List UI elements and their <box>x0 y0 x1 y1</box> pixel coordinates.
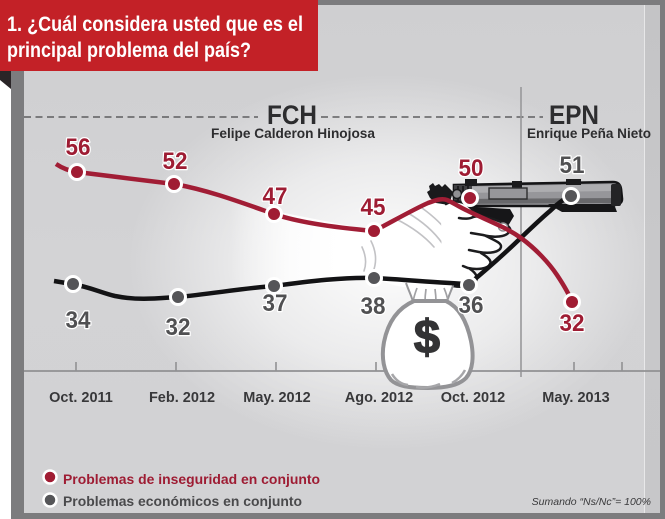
svg-text:Oct. 2011: Oct. 2011 <box>49 390 113 406</box>
svg-text:principal problema del país?: principal problema del país? <box>7 38 251 62</box>
svg-text:51: 51 <box>560 152 585 179</box>
svg-text:1. ¿Cuál considera usted que e: 1. ¿Cuál considera usted que es el <box>7 12 303 36</box>
svg-text:Oct. 2012: Oct. 2012 <box>441 390 506 406</box>
svg-text:47: 47 <box>263 183 288 210</box>
svg-text:FCH: FCH <box>267 100 317 130</box>
svg-text:38: 38 <box>361 293 386 320</box>
svg-text:Problemas de inseguridad en co: Problemas de inseguridad en conjunto <box>63 472 320 487</box>
svg-text:Ago. 2012: Ago. 2012 <box>345 390 414 406</box>
svg-text:EPN: EPN <box>549 100 599 130</box>
svg-text:Problemas económicos en conjun: Problemas económicos en conjunto <box>63 494 302 509</box>
svg-text:May. 2013: May. 2013 <box>542 390 609 406</box>
svg-text:Feb. 2012: Feb. 2012 <box>149 390 215 406</box>
svg-text:May. 2012: May. 2012 <box>243 390 310 406</box>
svg-text:52: 52 <box>163 148 188 175</box>
svg-text:45: 45 <box>361 194 386 221</box>
svg-text:Felipe Calderon Hinojosa: Felipe Calderon Hinojosa <box>211 126 375 141</box>
svg-text:34: 34 <box>66 307 91 334</box>
svg-text:32: 32 <box>166 314 191 341</box>
svg-text:50: 50 <box>459 155 484 182</box>
svg-text:56: 56 <box>66 134 91 161</box>
svg-text:Sumando “Ns/Nc”= 100%: Sumando “Ns/Nc”= 100% <box>532 496 651 508</box>
svg-text:$: $ <box>414 310 440 363</box>
svg-text:32: 32 <box>560 310 585 337</box>
svg-text:Enrique Peña Nieto: Enrique Peña Nieto <box>527 126 651 141</box>
svg-text:37: 37 <box>263 290 288 317</box>
svg-text:36: 36 <box>459 292 484 319</box>
